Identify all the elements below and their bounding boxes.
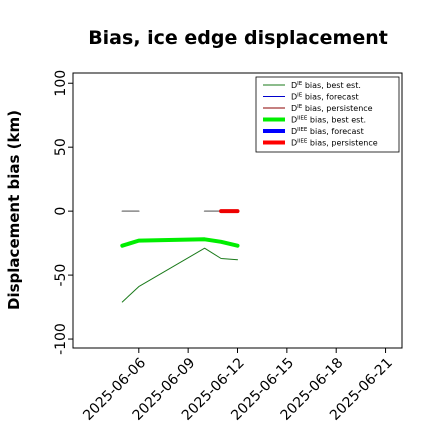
legend-entry-label: DIE bias, best est. <box>291 81 361 90</box>
legend-entry-label: DIE bias, persistence <box>291 104 373 113</box>
legend-entry-label: DIIEE bias, forecast <box>291 127 364 136</box>
y-tick-label: -100 <box>53 323 69 355</box>
legend-entry-label: DIE bias, forecast <box>291 93 359 102</box>
y-tick-label: -50 <box>53 264 69 287</box>
legend-entry-label: DIIEE bias, persistence <box>291 139 378 148</box>
y-tick-label: 0 <box>53 207 69 216</box>
y-axis: 100 50 0 -50 -100 <box>53 70 73 355</box>
series-line-ie_best <box>121 247 238 303</box>
y-axis-label: Displacement bias (km) <box>5 110 23 310</box>
legend-entry-label: DIIEE bias, best est. <box>291 116 366 125</box>
series-layer <box>120 209 240 303</box>
legend: DIE bias, best est. DIE bias, forecast DIE… <box>255 76 400 153</box>
legend-box <box>255 76 400 153</box>
chart-title: Bias, ice edge displacement <box>88 27 388 49</box>
x-axis: 2025-06-062025-06-092025-06-122025-06-15… <box>80 348 396 424</box>
y-tick-label: 100 <box>53 70 69 97</box>
series-line-iiee_best <box>120 237 240 248</box>
y-tick-label: 50 <box>53 138 69 156</box>
